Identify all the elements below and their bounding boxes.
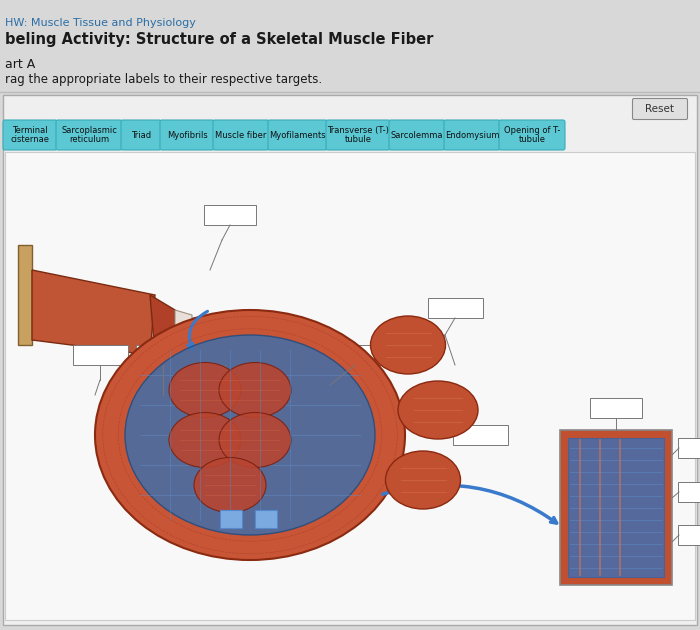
FancyBboxPatch shape bbox=[678, 438, 700, 458]
Text: Endomysium: Endomysium bbox=[444, 130, 499, 139]
FancyBboxPatch shape bbox=[590, 398, 642, 418]
Text: Myofibrils: Myofibrils bbox=[167, 130, 207, 139]
Text: beling Activity: Structure of a Skeletal Muscle Fiber: beling Activity: Structure of a Skeletal… bbox=[5, 32, 433, 47]
FancyBboxPatch shape bbox=[121, 120, 161, 150]
FancyBboxPatch shape bbox=[220, 510, 242, 528]
FancyBboxPatch shape bbox=[444, 120, 500, 150]
Text: Myofilaments: Myofilaments bbox=[270, 130, 326, 139]
Text: Sarcolemma: Sarcolemma bbox=[391, 130, 443, 139]
FancyBboxPatch shape bbox=[568, 438, 664, 577]
Text: Triad: Triad bbox=[131, 130, 151, 139]
Text: rag the appropriate labels to their respective targets.: rag the appropriate labels to their resp… bbox=[5, 73, 322, 86]
Ellipse shape bbox=[219, 413, 291, 467]
FancyBboxPatch shape bbox=[3, 95, 697, 625]
FancyBboxPatch shape bbox=[560, 430, 672, 585]
FancyBboxPatch shape bbox=[255, 510, 277, 528]
Ellipse shape bbox=[386, 451, 461, 509]
FancyBboxPatch shape bbox=[56, 120, 122, 150]
FancyBboxPatch shape bbox=[197, 345, 253, 365]
Text: Muscle fiber: Muscle fiber bbox=[216, 130, 267, 139]
Ellipse shape bbox=[125, 335, 375, 535]
Text: Terminal
cisternae: Terminal cisternae bbox=[10, 125, 50, 144]
Text: Reset: Reset bbox=[645, 104, 675, 114]
FancyBboxPatch shape bbox=[160, 120, 214, 150]
FancyBboxPatch shape bbox=[268, 120, 327, 150]
FancyBboxPatch shape bbox=[452, 425, 507, 445]
Ellipse shape bbox=[398, 381, 478, 439]
FancyBboxPatch shape bbox=[5, 152, 695, 620]
Text: Opening of T-
tubule: Opening of T- tubule bbox=[504, 125, 560, 144]
FancyBboxPatch shape bbox=[213, 120, 269, 150]
FancyBboxPatch shape bbox=[678, 525, 700, 545]
Text: art A: art A bbox=[5, 58, 35, 71]
FancyBboxPatch shape bbox=[326, 120, 390, 150]
FancyBboxPatch shape bbox=[389, 120, 445, 150]
Ellipse shape bbox=[370, 316, 445, 374]
Ellipse shape bbox=[194, 457, 266, 512]
Ellipse shape bbox=[95, 310, 405, 560]
Polygon shape bbox=[175, 310, 192, 335]
Text: Transverse (T-)
tubule: Transverse (T-) tubule bbox=[327, 125, 389, 144]
Polygon shape bbox=[32, 270, 155, 355]
FancyBboxPatch shape bbox=[192, 317, 212, 327]
FancyBboxPatch shape bbox=[204, 205, 256, 225]
FancyBboxPatch shape bbox=[3, 120, 57, 150]
FancyBboxPatch shape bbox=[428, 298, 482, 318]
Ellipse shape bbox=[169, 362, 241, 418]
FancyBboxPatch shape bbox=[73, 345, 127, 365]
FancyBboxPatch shape bbox=[678, 482, 700, 502]
Polygon shape bbox=[150, 295, 175, 355]
FancyBboxPatch shape bbox=[633, 98, 687, 120]
FancyBboxPatch shape bbox=[136, 345, 190, 365]
Ellipse shape bbox=[219, 362, 291, 418]
FancyBboxPatch shape bbox=[499, 120, 565, 150]
FancyBboxPatch shape bbox=[328, 345, 382, 365]
Text: HW: Muscle Tissue and Physiology: HW: Muscle Tissue and Physiology bbox=[5, 18, 196, 28]
Text: Sarcoplasmic
reticulum: Sarcoplasmic reticulum bbox=[61, 125, 117, 144]
FancyBboxPatch shape bbox=[18, 245, 32, 345]
Ellipse shape bbox=[169, 413, 241, 467]
